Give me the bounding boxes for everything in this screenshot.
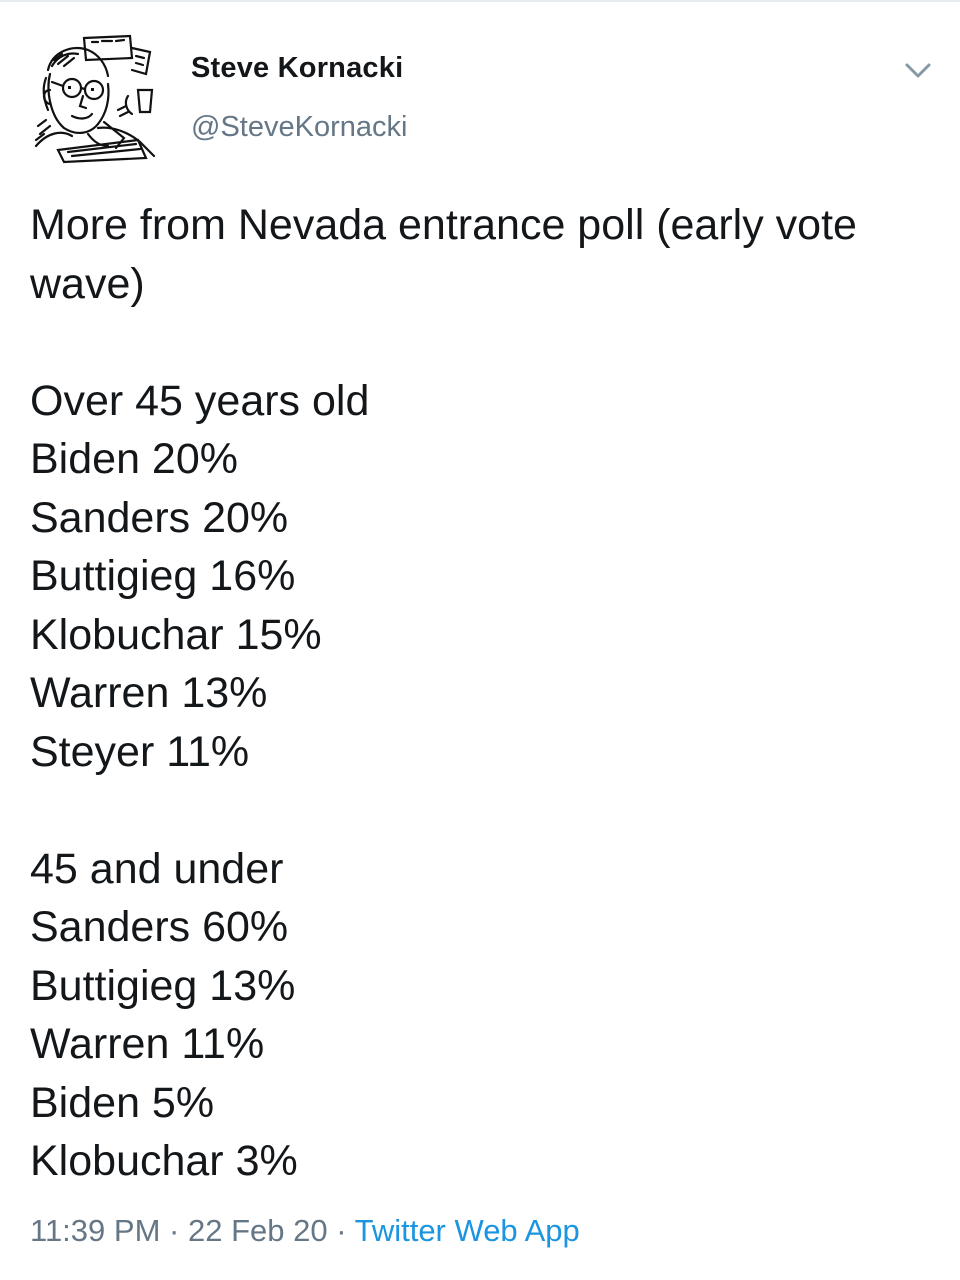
poll-result: Biden 5% xyxy=(30,1078,215,1127)
poll-result: Warren 13% xyxy=(30,669,268,717)
group-heading-over-45: Over 45 years old xyxy=(30,376,370,425)
poll-result: Steyer 11% xyxy=(30,727,250,776)
blank-line xyxy=(30,781,940,840)
avatar[interactable] xyxy=(28,30,162,164)
tweet-text: More from Nevada entrance poll (early vo… xyxy=(30,196,940,1191)
author-name[interactable]: Steve Kornacki xyxy=(191,52,404,84)
poll-result: Sanders 20% xyxy=(30,493,289,542)
author-handle[interactable]: @SteveKornacki xyxy=(191,111,408,143)
tweet-date[interactable]: 22 Feb 20 xyxy=(187,1213,328,1248)
poll-result: Buttigieg 13% xyxy=(30,961,296,1010)
tweet-intro-line: wave) xyxy=(30,259,145,308)
poll-result: Sanders 60% xyxy=(30,903,289,951)
blank-line xyxy=(30,313,940,372)
top-divider xyxy=(0,0,960,2)
poll-result: Warren 11% xyxy=(30,1020,265,1068)
group-heading-45-and-under: 45 and under xyxy=(30,844,284,893)
poll-result: Buttigieg 16% xyxy=(30,552,296,600)
chevron-down-icon xyxy=(905,63,931,78)
meta-separator: · xyxy=(336,1213,347,1248)
tweet-time[interactable]: 11:39 PM xyxy=(30,1213,161,1248)
tweet-intro-line: More from Nevada entrance poll (early vo… xyxy=(30,201,857,249)
poll-result: Biden 20% xyxy=(30,435,238,483)
meta-separator: · xyxy=(169,1213,180,1248)
cartoon-portrait-avatar-icon xyxy=(34,34,156,164)
tweet-meta: 11:39 PM · 22 Feb 20 · Twitter Web App xyxy=(30,1213,580,1249)
tweet-source-link[interactable]: Twitter Web App xyxy=(354,1213,580,1248)
poll-result: Klobuchar 3% xyxy=(30,1137,298,1185)
tweet-menu-button[interactable] xyxy=(900,56,936,84)
poll-result: Klobuchar 15% xyxy=(30,610,322,659)
